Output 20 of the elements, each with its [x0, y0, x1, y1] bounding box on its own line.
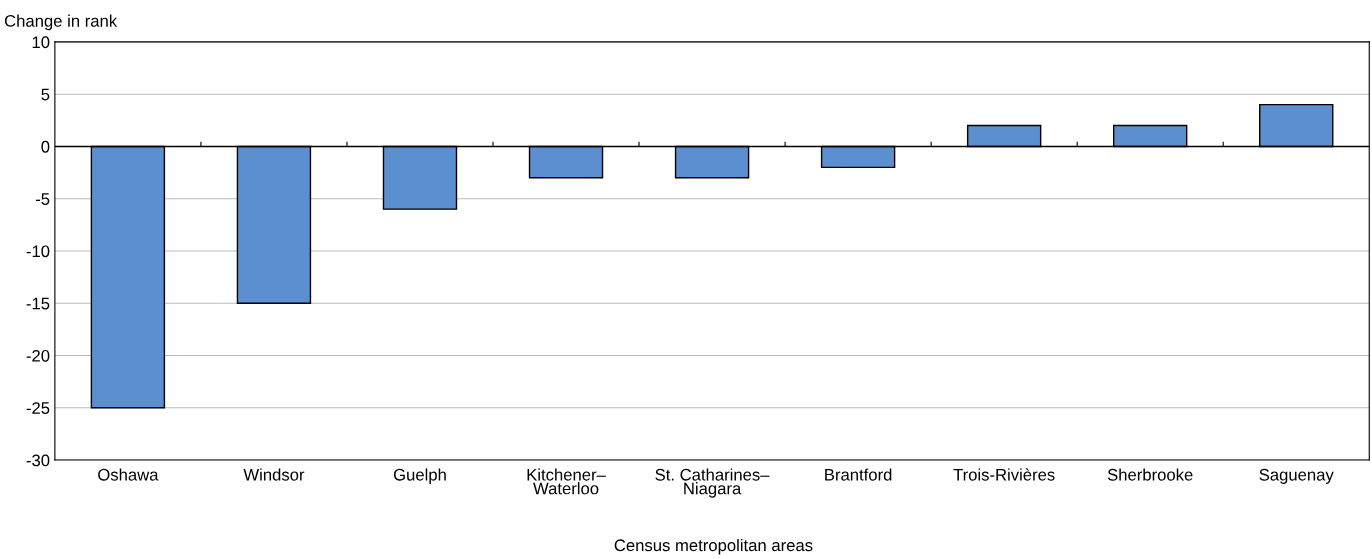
x-tick-label: Sherbrooke [1107, 468, 1193, 481]
y-tick-label: -15 [26, 297, 50, 310]
y-tick-label: -10 [26, 245, 50, 258]
x-tick-label: Brantford [825, 468, 892, 481]
x-tick-label: Trois-Rivières [953, 468, 1055, 481]
x-tick-label: Guelph [393, 468, 446, 484]
x-axis-title: Census metropolitan areas [614, 538, 813, 555]
y-tick-label: 10 [32, 36, 50, 49]
y-tick-label: 5 [41, 88, 50, 101]
y-tick-label: -30 [26, 454, 50, 467]
y-tick-label: 0 [41, 140, 50, 153]
y-tick-label: -25 [26, 402, 50, 414]
x-tick-label: Oshawa [98, 468, 159, 481]
x-tick-label: Windsor [243, 468, 305, 481]
x-tick-label: Saguenay [1259, 468, 1334, 484]
x-tick-label: Kitchener– Waterloo [527, 468, 606, 495]
y-axis-title: Change in rank [4, 14, 118, 31]
y-tick-label: -20 [26, 349, 50, 362]
x-tick-label: St. Catharines– Niagara [655, 468, 770, 498]
y-tick-label: -5 [35, 193, 50, 205]
